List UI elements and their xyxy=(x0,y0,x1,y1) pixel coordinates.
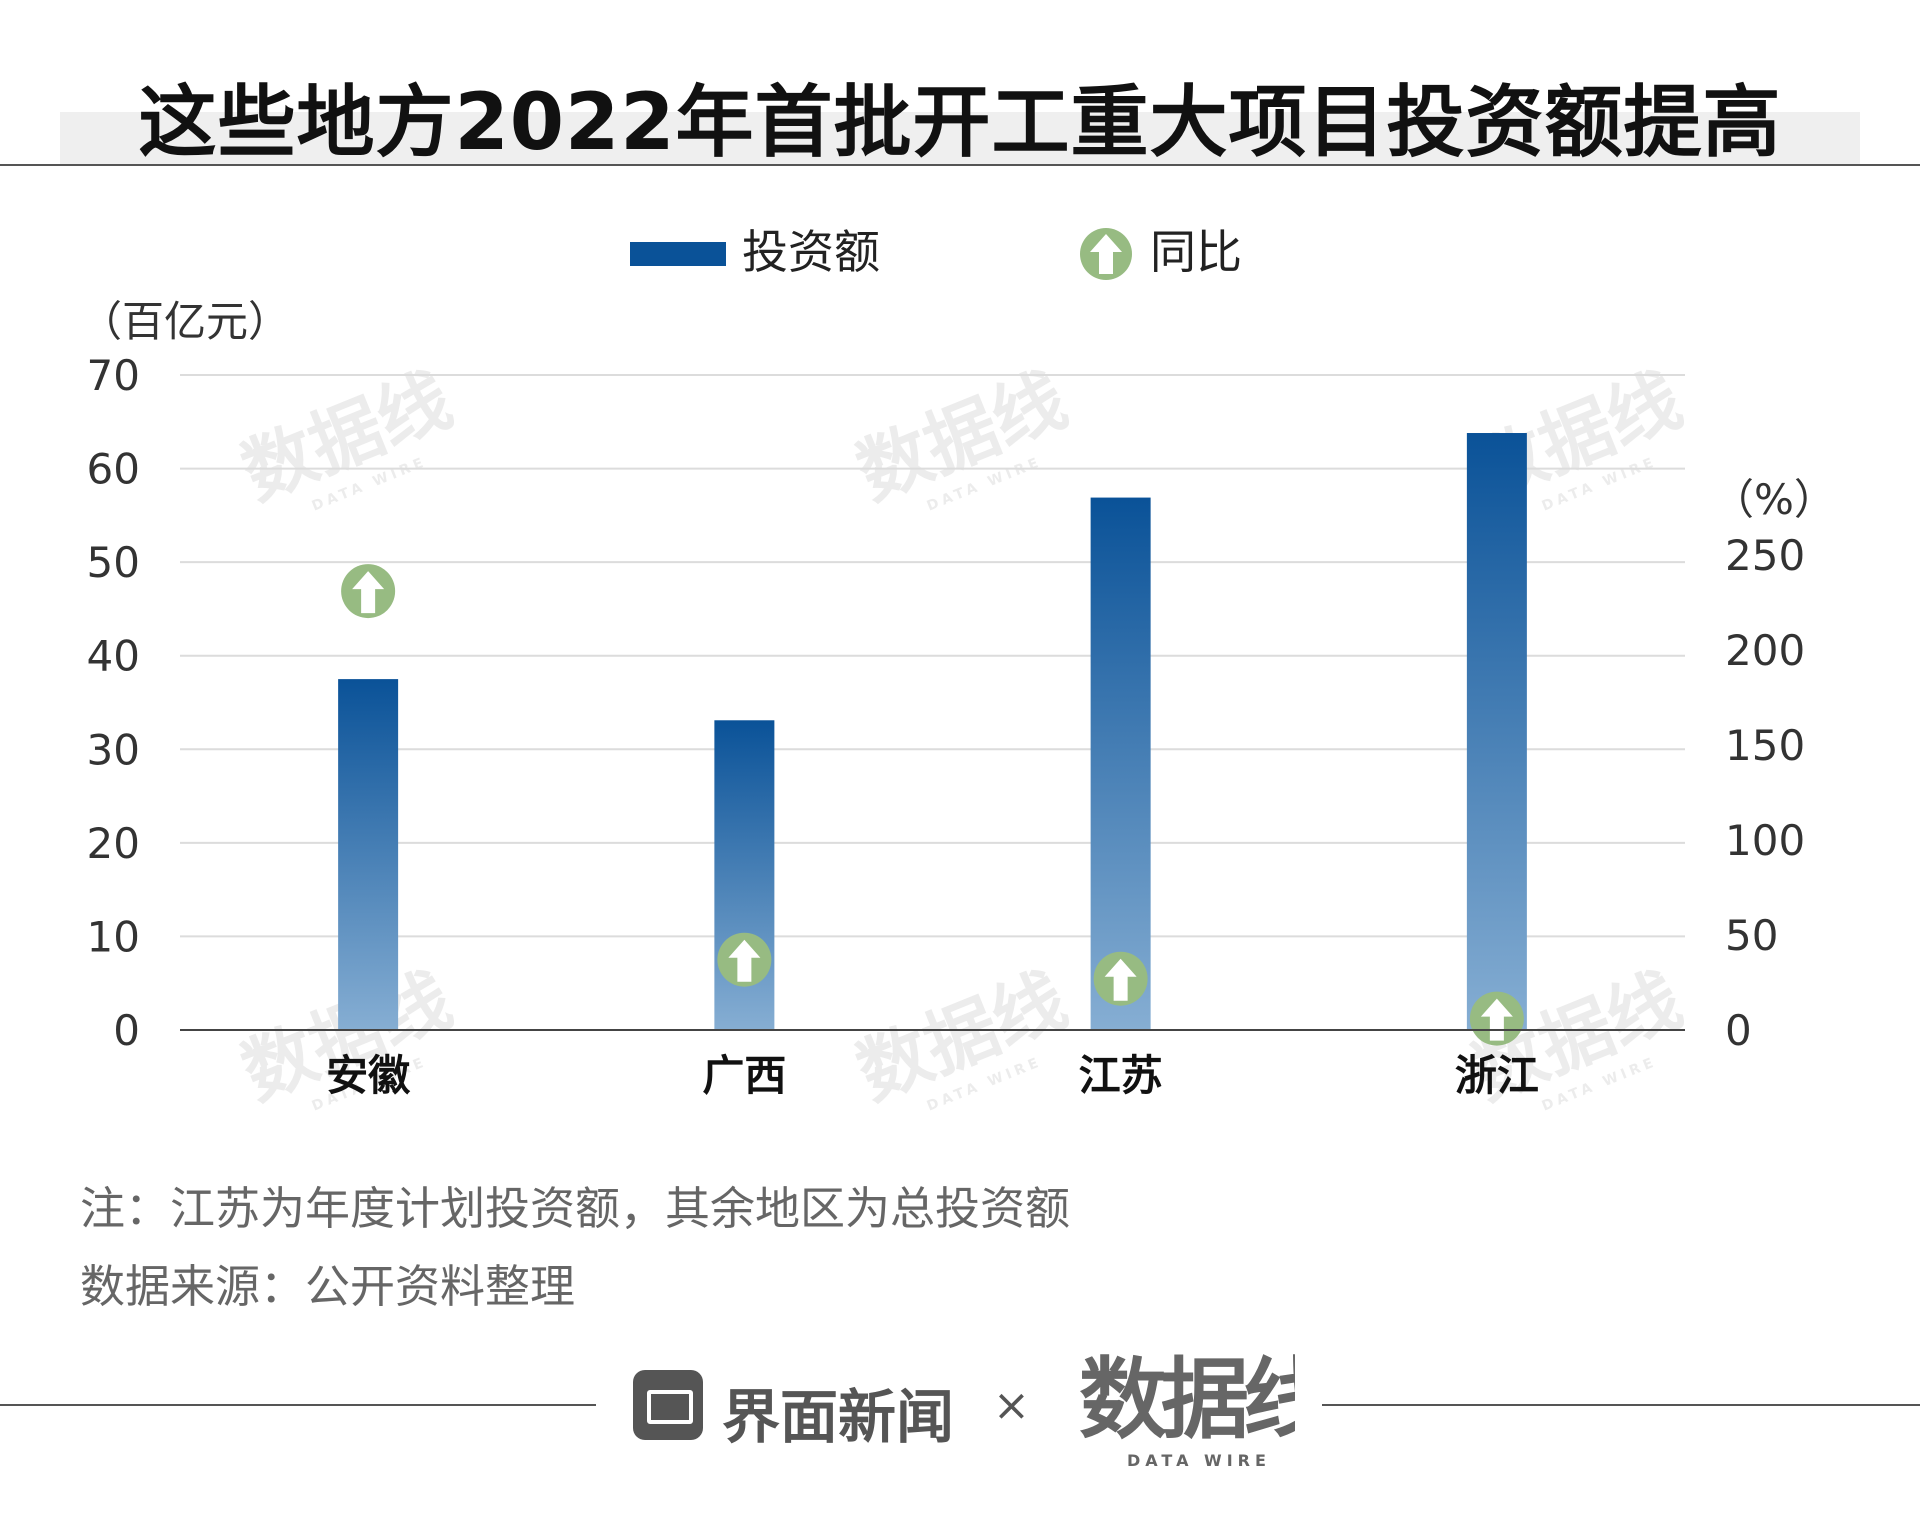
legend-marker-label: 同比 xyxy=(1150,225,1242,279)
yoy-up-arrow-icon-江苏 xyxy=(1093,951,1148,1006)
bar-浙江 xyxy=(1466,433,1527,1030)
collab-separator: × xyxy=(993,1380,1030,1431)
chart-legend: 投资额 同比 xyxy=(630,225,1242,280)
brand-name: 界面新闻 xyxy=(722,1383,955,1451)
right-axis-unit: （%） xyxy=(1712,475,1836,524)
right-tick-label: 150 xyxy=(1725,721,1805,770)
bar-安徽 xyxy=(338,679,399,1030)
svg-text:DATA WIRE: DATA WIRE xyxy=(1127,1451,1271,1470)
left-tick-label: 40 xyxy=(87,632,140,681)
footer-rule-left xyxy=(0,1404,596,1406)
data-wire-logo: 数据线 DATA WIRE xyxy=(1079,1348,1295,1470)
bar-江苏 xyxy=(1090,497,1151,1030)
left-axis-unit: （百亿元） xyxy=(80,297,290,346)
legend-bar-swatch xyxy=(630,242,726,266)
left-tick-label: 60 xyxy=(87,445,140,494)
svg-text:数据线: 数据线 xyxy=(1079,1348,1295,1451)
gridlines xyxy=(180,374,1685,938)
bar-series xyxy=(338,433,1527,1030)
right-tick-label: 100 xyxy=(1725,816,1805,865)
x-label-安徽: 安徽 xyxy=(326,1051,411,1100)
left-tick-label: 10 xyxy=(87,912,140,961)
title-band xyxy=(60,112,1860,164)
chart-title: 这些地方2022年首批开工重大项目投资额提高 xyxy=(138,78,1782,168)
right-tick-label: 50 xyxy=(1725,911,1778,960)
yoy-up-arrow-icon-安徽 xyxy=(341,564,396,619)
left-tick-label: 50 xyxy=(87,538,140,587)
x-label-浙江: 浙江 xyxy=(1455,1051,1539,1100)
x-label-广西: 广西 xyxy=(702,1051,786,1100)
yoy-up-arrow-icon-浙江 xyxy=(1469,991,1524,1046)
right-axis-ticks: 0 50 100 150 200 250 xyxy=(1725,531,1805,1055)
title-divider xyxy=(0,164,1920,166)
yoy-up-arrow-icon-广西 xyxy=(717,932,772,987)
x-label-江苏: 江苏 xyxy=(1079,1051,1163,1100)
left-tick-label: 20 xyxy=(87,819,140,868)
marker-series xyxy=(341,564,1524,1046)
right-tick-label: 0 xyxy=(1725,1006,1752,1055)
left-tick-label: 70 xyxy=(87,351,140,400)
left-tick-label: 0 xyxy=(113,1006,140,1055)
left-axis-ticks: 0 10 20 30 40 50 60 70 xyxy=(87,351,140,1055)
right-tick-label: 200 xyxy=(1725,626,1805,675)
legend-marker-icon xyxy=(1080,228,1132,280)
chart-note: 注：江苏为年度计划投资额，其余地区为总投资额 xyxy=(80,1182,1071,1235)
x-axis-labels: 安徽 广西 江苏 浙江 xyxy=(326,1051,1539,1100)
data-source: 数据来源：公开资料整理 xyxy=(80,1260,576,1313)
footer-rule-right xyxy=(1322,1404,1920,1406)
left-tick-label: 30 xyxy=(87,725,140,774)
jiemian-logo-icon xyxy=(633,1370,703,1440)
legend-bar-label: 投资额 xyxy=(742,225,880,279)
right-tick-label: 250 xyxy=(1725,531,1805,580)
